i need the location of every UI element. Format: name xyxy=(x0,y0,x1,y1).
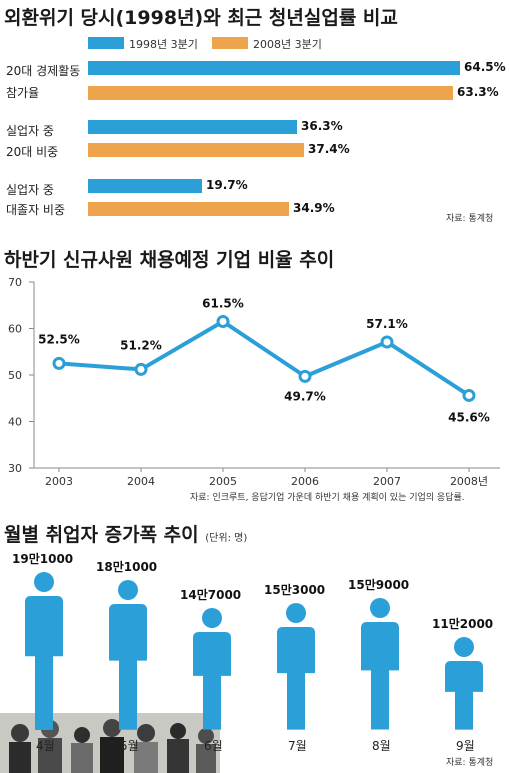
data-label: 51.2% xyxy=(120,338,162,352)
month-label: 7월 xyxy=(288,739,307,753)
month-label: 9월 xyxy=(456,739,475,753)
legend-swatch-1998 xyxy=(88,37,124,49)
person-head xyxy=(286,603,306,624)
hiring-plan-line-chart: 30 40 50 60 70 2003 52.5% 2004 51.2% 2005 61.5% 200… xyxy=(8,276,500,488)
chart3-source: 자료: 통계청 xyxy=(446,758,494,768)
person-value-label: 15만9000 xyxy=(348,578,410,593)
bar-1998 xyxy=(88,61,460,75)
data-label: 45.6% xyxy=(448,410,490,424)
bar-value-label: 63.3% xyxy=(457,85,499,99)
x-tick-label: 2004 xyxy=(127,475,155,488)
x-tick-label: 2005 xyxy=(209,475,237,488)
category-label: 20대 경제활동 xyxy=(6,64,81,78)
category-label: 실업자 중 xyxy=(6,124,54,138)
data-label: 57.1% xyxy=(366,317,408,331)
legend-swatch-2008 xyxy=(212,37,248,49)
person-bar xyxy=(193,608,231,730)
y-tick-label: 70 xyxy=(8,276,22,289)
y-tick-label: 40 xyxy=(8,416,22,429)
data-point xyxy=(52,356,66,370)
chart2-title: 하반기 신규사원 채용예정 기업 비율 추이 xyxy=(4,249,335,271)
person-bar xyxy=(25,572,63,730)
chart3-title-text: 월별 취업자 증가폭 추이 xyxy=(4,524,199,546)
person-bar xyxy=(445,637,483,730)
person-value-label: 14만7000 xyxy=(180,588,242,603)
person-head xyxy=(202,608,222,629)
person-bar xyxy=(277,603,315,730)
person-value-label: 15만3000 xyxy=(264,583,326,598)
person-body xyxy=(109,604,147,730)
person-head xyxy=(118,580,138,601)
y-tick-label: 50 xyxy=(8,369,22,382)
data-point xyxy=(462,388,476,402)
category-label: 참가율 xyxy=(6,86,40,100)
y-tick-label: 60 xyxy=(8,323,22,336)
category-label: 20대 비중 xyxy=(6,145,59,159)
person-head xyxy=(370,598,390,619)
data-point xyxy=(298,369,312,383)
data-point xyxy=(380,335,394,349)
person-head xyxy=(34,572,54,592)
month-label: 6월 xyxy=(204,739,223,753)
bar-value-label: 64.5% xyxy=(464,60,506,74)
person-body xyxy=(445,661,483,730)
y-tick-label: 30 xyxy=(8,462,22,475)
x-tick-label: 2006 xyxy=(291,475,319,488)
person-head xyxy=(454,637,474,658)
data-label: 49.7% xyxy=(284,389,326,403)
month-label: 4월 xyxy=(36,739,55,753)
month-label: 8월 xyxy=(372,739,391,753)
chart1-title: 외환위기 당시(1998년)와 최근 청년실업률 비교 xyxy=(4,7,398,29)
person-body xyxy=(25,596,63,730)
legend-label-1998: 1998년 3분기 xyxy=(129,38,198,51)
bar-value-label: 34.9% xyxy=(293,201,335,215)
bar-1998 xyxy=(88,179,202,193)
x-tick-label: 2007 xyxy=(373,475,401,488)
data-label: 61.5% xyxy=(202,297,244,311)
chart3-unit: (단위: 명) xyxy=(205,533,248,544)
bar-value-label: 36.3% xyxy=(301,119,343,133)
category-label: 대졸자 비중 xyxy=(6,203,66,217)
person-value-label: 19만1000 xyxy=(12,552,74,566)
bar-value-label: 37.4% xyxy=(308,142,350,156)
legend-label-2008: 2008년 3분기 xyxy=(253,38,322,51)
month-label: 5월 xyxy=(120,739,139,753)
data-point xyxy=(216,315,230,329)
person-body xyxy=(277,627,315,730)
person-bar xyxy=(109,580,147,730)
bar-value-label: 19.7% xyxy=(206,178,248,192)
person-value-label: 11만2000 xyxy=(432,617,494,632)
bar-2008 xyxy=(88,202,289,216)
chart3-title: 월별 취업자 증가폭 추이 (단위: 명) xyxy=(4,520,247,547)
bar-2008 xyxy=(88,143,304,157)
bar-1998 xyxy=(88,120,297,134)
data-point xyxy=(134,362,148,376)
data-label: 52.5% xyxy=(38,332,80,346)
chart1-source: 자료: 통계청 xyxy=(446,214,494,224)
x-tick-label: 2003 xyxy=(45,475,73,488)
x-tick-label: 2008년 xyxy=(450,475,488,488)
person-body xyxy=(193,632,231,730)
bar-2008 xyxy=(88,86,453,100)
series-line xyxy=(58,319,471,398)
person-bar xyxy=(361,598,399,730)
chart2-source: 자료: 인크루트, 응답기업 가운데 하반기 채용 계획이 있는 기업의 응답률… xyxy=(190,493,465,503)
person-body xyxy=(361,622,399,730)
category-label: 실업자 중 xyxy=(6,183,54,197)
person-value-label: 18만1000 xyxy=(96,560,158,575)
